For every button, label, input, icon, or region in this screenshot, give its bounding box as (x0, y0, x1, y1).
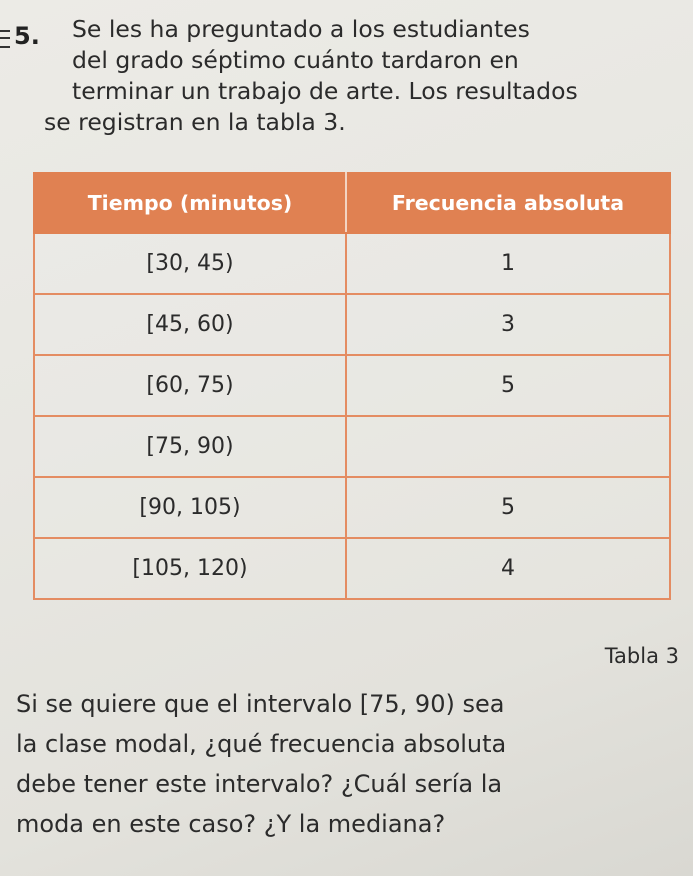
header-frequency: Frecuencia absoluta (345, 172, 671, 234)
table-row: [75, 90) (33, 415, 671, 478)
problem-line: del grado séptimo cuánto tardaron en (72, 46, 519, 74)
frequency-cell: 5 (345, 354, 671, 417)
interval-cell: [60, 75) (33, 354, 347, 417)
problem-line: Se les ha preguntado a los estudiantes (72, 15, 530, 43)
frequency-cell: 5 (345, 476, 671, 539)
header-time: Tiempo (minutos) (33, 172, 347, 234)
table-caption: Tabla 3 (604, 644, 679, 668)
table-row: [60, 75) 5 (33, 354, 671, 417)
question-text: Si se quiere que el intervalo [75, 90) s… (16, 684, 676, 844)
problem-line: terminar un trabajo de arte. Los resulta… (72, 77, 578, 105)
question-line: debe tener este intervalo? ¿Cuál sería l… (16, 770, 503, 798)
frequency-cell-blank (345, 415, 671, 478)
question-line: la clase modal, ¿qué frecuencia absoluta (16, 730, 507, 758)
table-row: [45, 60) 3 (33, 293, 671, 356)
frequency-cell: 4 (345, 537, 671, 600)
interval-cell: [30, 45) (33, 232, 347, 295)
frequency-table: Tiempo (minutos) Frecuencia absoluta [30… (33, 172, 671, 600)
question-line: moda en este caso? ¿Y la mediana? (16, 810, 446, 838)
table-row: [105, 120) 4 (33, 537, 671, 600)
question-line: Si se quiere que el intervalo [75, 90) s… (16, 690, 505, 718)
problem-statement: Se les ha preguntado a los estudiantes d… (44, 14, 672, 138)
interval-cell: [90, 105) (33, 476, 347, 539)
problem-line: se registran en la tabla 3. (44, 108, 346, 136)
frequency-cell: 1 (345, 232, 671, 295)
margin-mark-icon (0, 30, 10, 48)
frequency-cell: 3 (345, 293, 671, 356)
table-row: [30, 45) 1 (33, 232, 671, 295)
table-header-row: Tiempo (minutos) Frecuencia absoluta (33, 172, 671, 234)
interval-cell: [45, 60) (33, 293, 347, 356)
problem-number: 5. (14, 22, 40, 50)
table-row: [90, 105) 5 (33, 476, 671, 539)
interval-cell: [105, 120) (33, 537, 347, 600)
interval-cell: [75, 90) (33, 415, 347, 478)
